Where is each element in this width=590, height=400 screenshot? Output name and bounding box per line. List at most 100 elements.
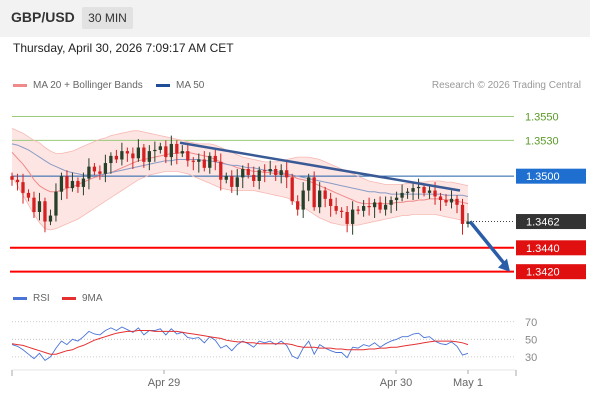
- candle-body: [26, 192, 31, 198]
- ma9-swatch: [62, 296, 76, 300]
- level-label-0: 1.3550: [525, 111, 559, 123]
- candle-body: [10, 176, 14, 180]
- candle-body: [334, 206, 338, 211]
- candle-body: [312, 177, 316, 208]
- ma50-label: MA 50: [176, 80, 205, 91]
- candle-body: [416, 186, 421, 189]
- rsi-label: RSI: [33, 293, 50, 304]
- candle-body: [224, 176, 228, 180]
- candle-body: [147, 151, 151, 162]
- candle-body: [438, 196, 443, 201]
- candle-body: [103, 163, 108, 174]
- trendline: [179, 141, 461, 192]
- candle-body: [372, 202, 377, 208]
- forecast-arrowhead: [498, 258, 510, 272]
- candle-body: [32, 197, 36, 212]
- candle-body: [400, 192, 404, 198]
- candle-body: [43, 201, 47, 222]
- legend-ma20: MA 20 + Bollinger Bands: [13, 80, 143, 91]
- candle-body: [81, 178, 86, 187]
- timeframe-button[interactable]: 30 MIN: [82, 7, 133, 29]
- candle-body: [37, 201, 42, 212]
- candle-body: [70, 180, 75, 189]
- candle-body: [246, 169, 250, 175]
- candle-body: [241, 169, 245, 178]
- candle-body: [427, 190, 432, 193]
- rsi-swatch: [13, 296, 27, 300]
- candle-body: [405, 191, 410, 193]
- candle-body: [339, 210, 344, 212]
- ma50-swatch: [156, 83, 170, 87]
- candle-body: [153, 149, 157, 152]
- level-label-2: 1.3500: [526, 171, 560, 183]
- candle-body: [285, 170, 289, 178]
- forecast-arrow: [468, 220, 508, 267]
- candle-body: [202, 159, 206, 168]
- ma20-swatch: [13, 83, 27, 87]
- candle-body: [65, 176, 69, 189]
- candle-body: [136, 147, 141, 159]
- candle-body: [329, 198, 333, 207]
- level-tag-2: [516, 168, 586, 184]
- candle-body: [180, 151, 184, 154]
- candle-body: [389, 200, 393, 205]
- candle-body: [186, 151, 190, 161]
- candle-body: [433, 190, 437, 197]
- candle-body: [48, 215, 53, 222]
- candle-body: [120, 151, 124, 160]
- bb-upper-line: [11, 128, 469, 187]
- candle-body: [197, 159, 201, 162]
- bb-lower-line: [11, 171, 469, 231]
- candle-body: [263, 170, 267, 172]
- ma20-label: MA 20 + Bollinger Bands: [33, 80, 143, 91]
- legend-9ma: 9MA: [62, 293, 103, 304]
- candle-body: [142, 147, 146, 162]
- candle-body: [98, 171, 102, 174]
- last-price-label: 1.3462: [526, 217, 560, 229]
- candle-body: [345, 211, 349, 224]
- candle-body: [21, 182, 25, 193]
- candle-body: [169, 143, 173, 158]
- timestamp: Thursday, April 30, 2026 7:09:17 AM CET: [13, 41, 234, 55]
- candle-body: [444, 200, 448, 203]
- level-label-4: 1.3420: [526, 267, 560, 279]
- candle-body: [131, 153, 135, 159]
- bollinger-band: [12, 128, 468, 230]
- credit-text: Research © 2026 Trading Central: [431, 80, 581, 91]
- candle-body: [323, 190, 327, 199]
- candle-body: [361, 206, 366, 211]
- candle-body: [449, 198, 454, 203]
- candle-body: [307, 177, 311, 191]
- candle-body: [191, 160, 195, 162]
- rsi-tick-2: 30: [525, 352, 537, 364]
- candle-body: [59, 176, 64, 192]
- candle-body: [54, 191, 58, 216]
- level-label-3: 1.3440: [526, 243, 560, 255]
- candle-body: [125, 151, 130, 154]
- candle-body: [279, 170, 283, 175]
- candle-body: [367, 206, 371, 208]
- candle-body: [235, 177, 239, 187]
- last-price-tag: [516, 214, 586, 230]
- candle-body: [422, 186, 426, 193]
- candle-body: [87, 166, 91, 179]
- candle-body: [164, 146, 168, 158]
- candle-body: [411, 188, 415, 192]
- candle-body: [394, 197, 399, 201]
- candle-body: [230, 176, 234, 187]
- candle-body: [208, 155, 212, 168]
- candle-body: [213, 155, 217, 162]
- rsi-tick-1: 50: [525, 334, 537, 346]
- candle-body: [109, 155, 113, 164]
- candle-body: [466, 221, 470, 224]
- candle-body: [301, 190, 305, 210]
- candle-body: [158, 146, 162, 150]
- candle-body: [268, 169, 272, 172]
- level-tag-3: [516, 240, 586, 256]
- ma9-label: 9MA: [82, 293, 103, 304]
- candle-body: [460, 204, 465, 224]
- candle-body: [290, 177, 294, 202]
- candle-body: [92, 166, 97, 172]
- candle-body: [378, 202, 382, 210]
